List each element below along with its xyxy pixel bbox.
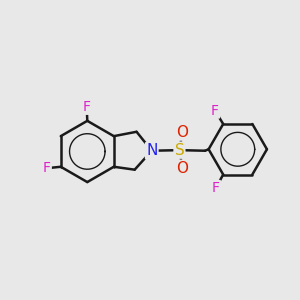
Text: F: F bbox=[212, 181, 220, 195]
Text: O: O bbox=[176, 124, 188, 140]
Text: O: O bbox=[176, 161, 188, 176]
Text: F: F bbox=[211, 103, 219, 118]
Text: F: F bbox=[43, 161, 51, 175]
Text: N: N bbox=[146, 143, 158, 158]
Text: S: S bbox=[175, 142, 184, 158]
Text: F: F bbox=[83, 100, 91, 114]
